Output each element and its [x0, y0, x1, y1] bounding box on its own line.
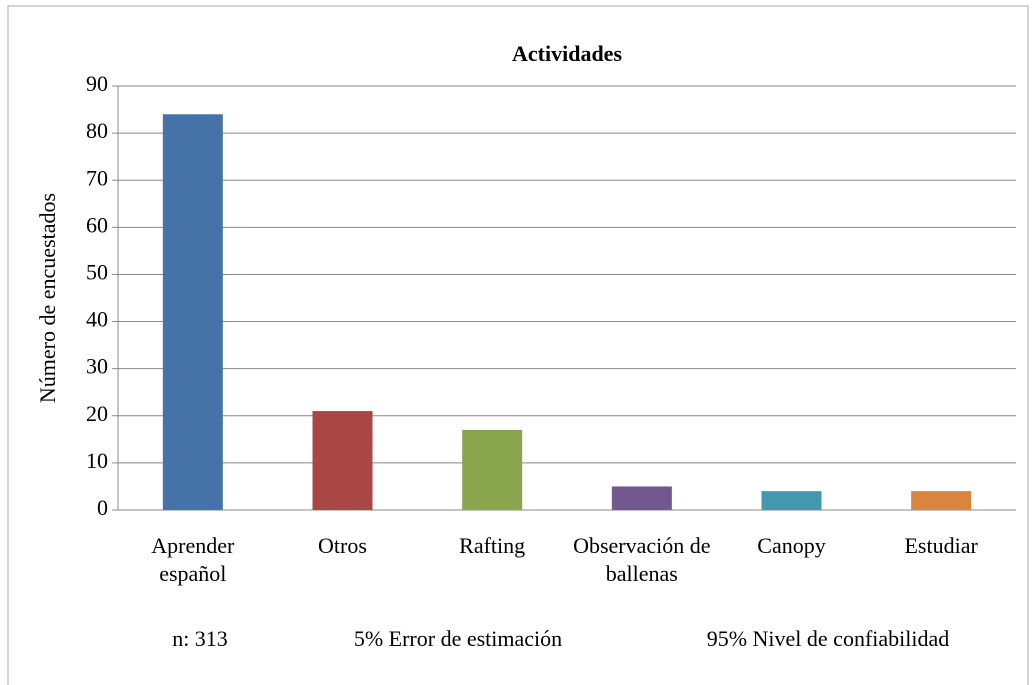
x-tick-label: Rafting: [459, 533, 526, 558]
bar: [611, 486, 672, 510]
y-tick-label: 30: [86, 354, 108, 379]
y-tick-label: 70: [86, 165, 108, 190]
y-axis-label: Número de encuestados: [35, 193, 60, 403]
y-tick-label: 90: [86, 71, 108, 96]
bar: [761, 491, 822, 510]
note: 95% Nivel de confiabilidad: [707, 626, 950, 651]
x-tick-label: Canopy: [757, 533, 826, 558]
bar: [312, 411, 373, 510]
y-tick-label: 50: [86, 259, 108, 284]
x-tick-label: Otros: [318, 533, 367, 558]
bar: [911, 491, 972, 510]
y-tick-label: 60: [86, 212, 108, 237]
y-tick-label: 10: [86, 448, 108, 473]
chart-frame: [7, 5, 1029, 685]
y-tick-label: 40: [86, 307, 108, 332]
bar: [162, 114, 223, 511]
note: 5% Error de estimación: [354, 626, 562, 651]
x-tick-label: Aprender español: [151, 533, 235, 586]
x-tick-label: Observación de ballenas: [573, 533, 711, 586]
x-tick-label: Estudiar: [904, 533, 978, 558]
bar: [462, 429, 523, 510]
y-tick-label: 80: [86, 118, 108, 143]
note: n: 313: [172, 626, 228, 651]
y-tick-label: 20: [86, 401, 108, 426]
chart-title: Actividades: [512, 41, 622, 66]
y-tick-label: 0: [97, 495, 108, 520]
